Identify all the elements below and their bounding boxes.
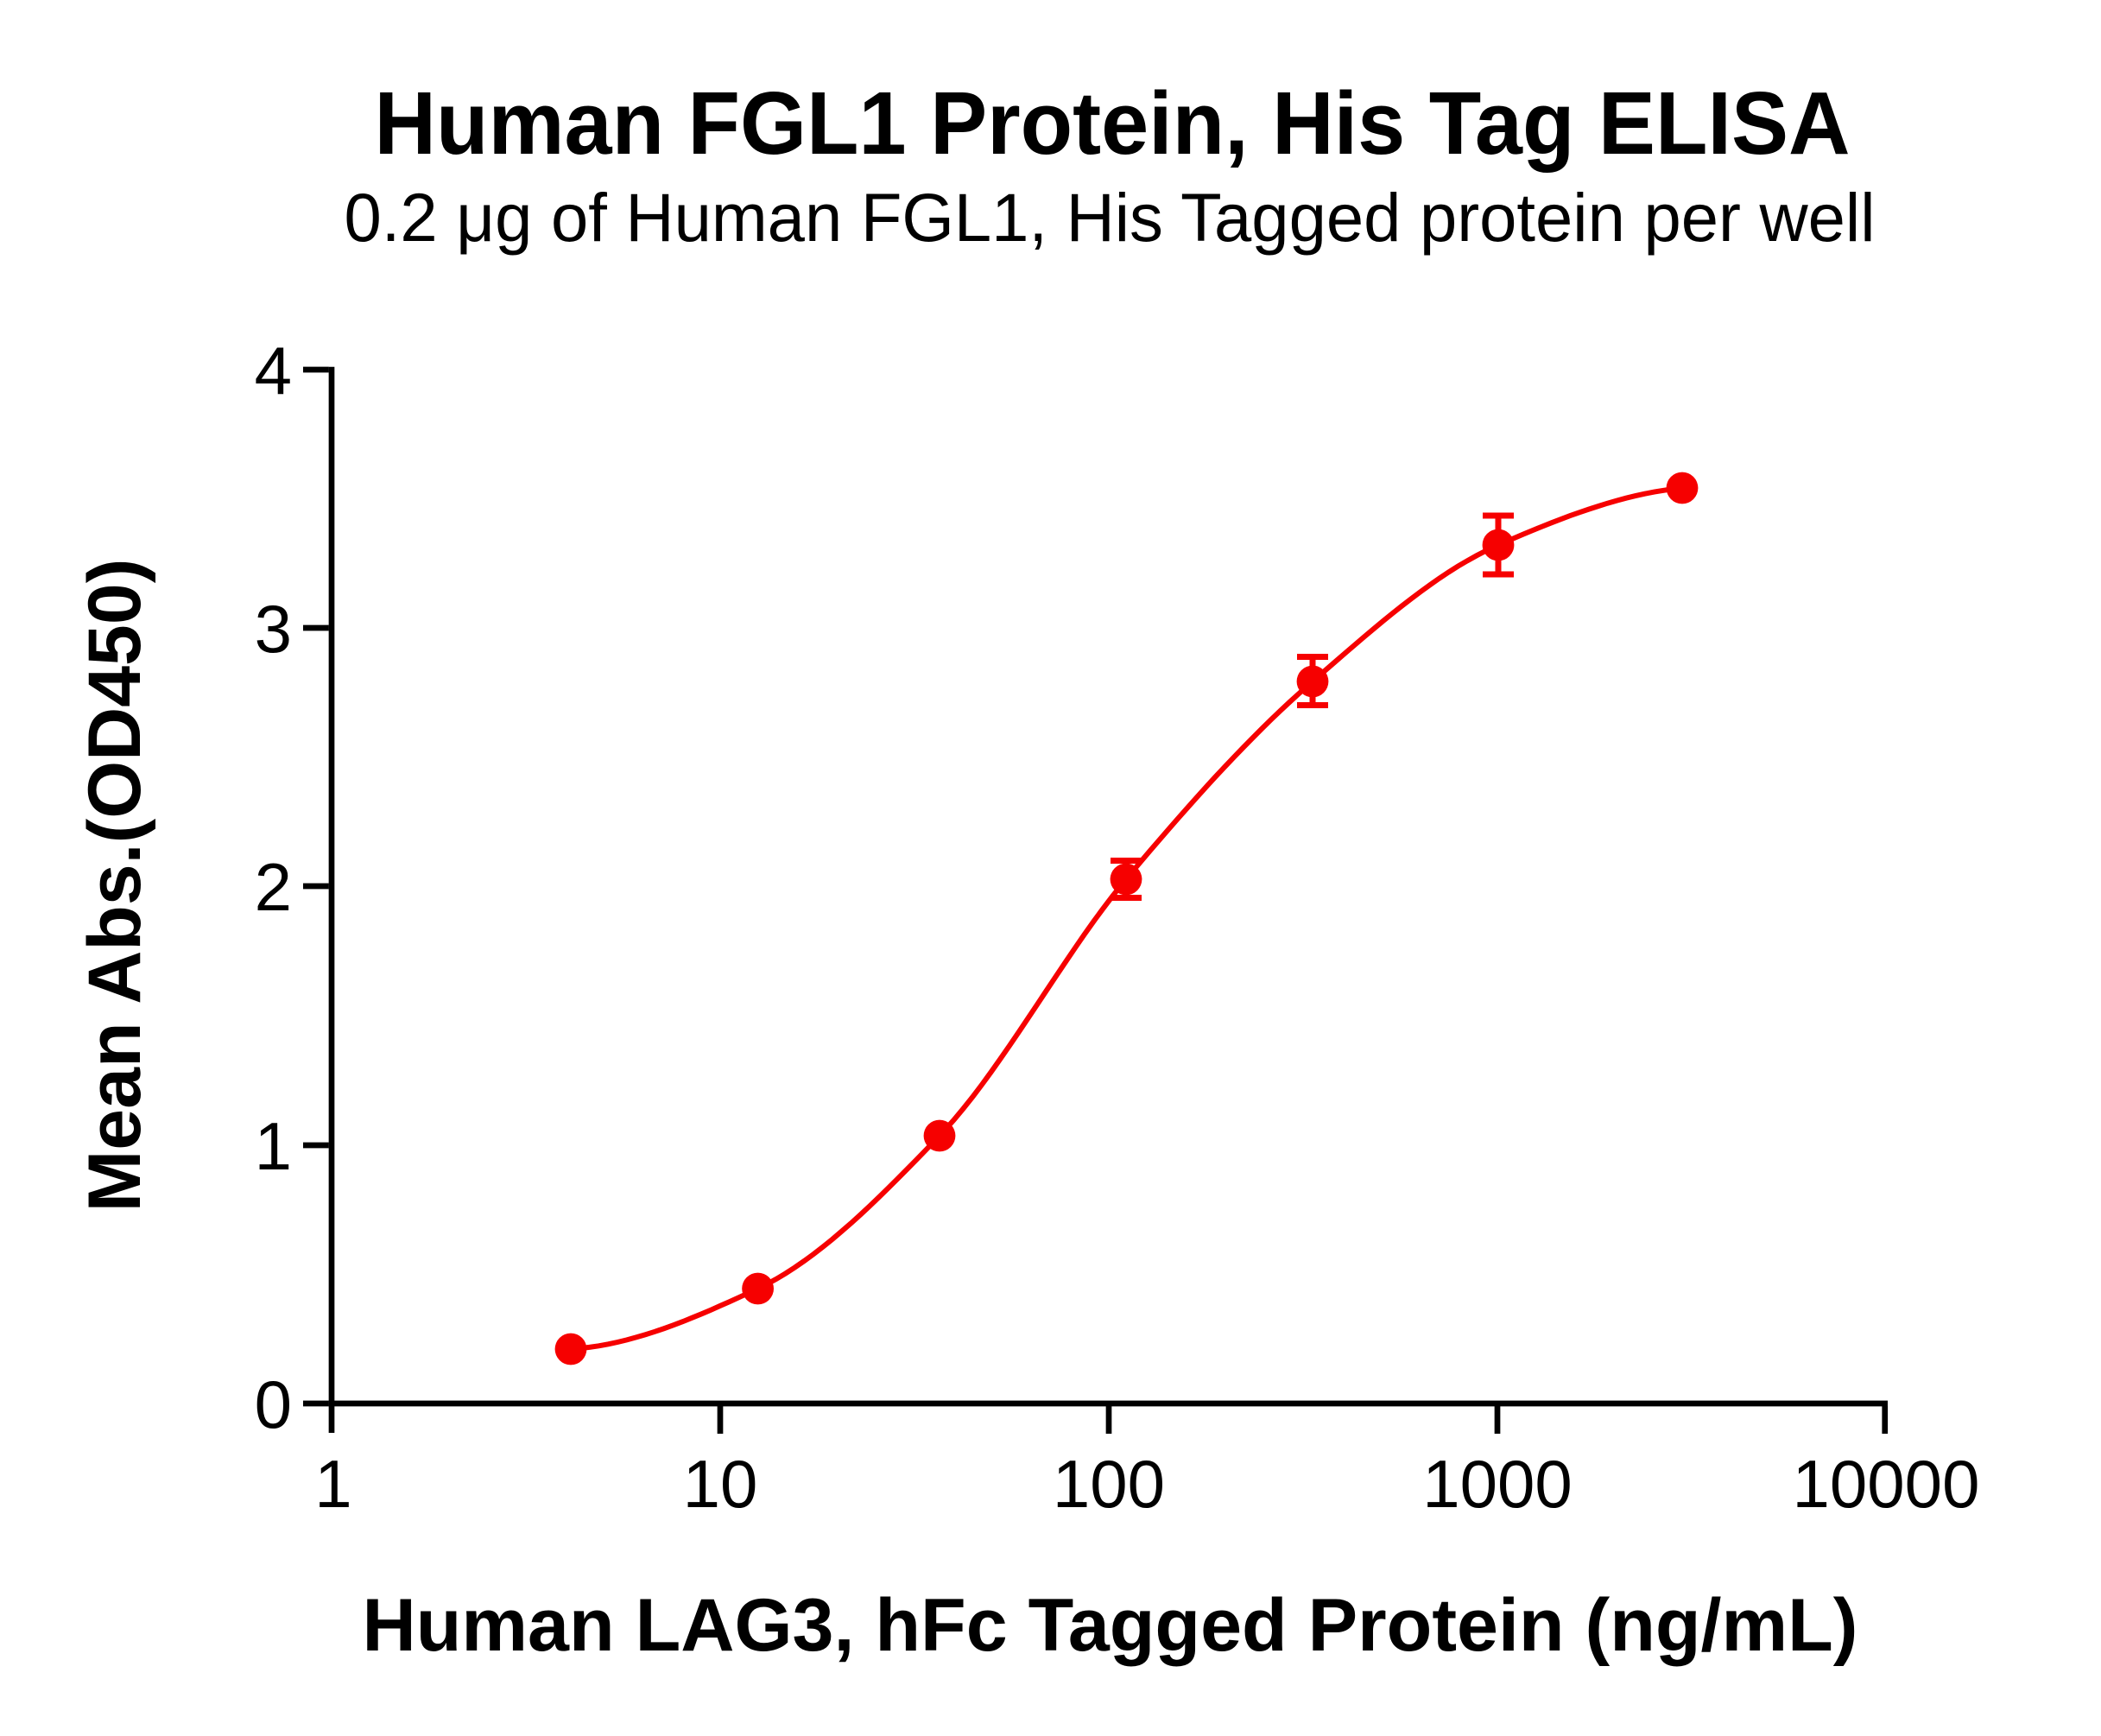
svg-text:100: 100 xyxy=(1053,1446,1165,1522)
svg-text:Mean Abs.(OD450): Mean Abs.(OD450) xyxy=(73,559,156,1213)
svg-text:4: 4 xyxy=(255,333,292,409)
svg-text:0: 0 xyxy=(255,1366,292,1442)
svg-text:3: 3 xyxy=(255,591,292,667)
svg-text:10: 10 xyxy=(683,1446,758,1522)
svg-text:1: 1 xyxy=(314,1446,351,1522)
svg-text:1000: 1000 xyxy=(1422,1446,1573,1522)
svg-text:1: 1 xyxy=(255,1108,292,1184)
svg-text:0.2 μg of Human FGL1, His Tagg: 0.2 μg of Human FGL1, His Tagged protein… xyxy=(345,179,1876,256)
svg-text:2: 2 xyxy=(255,849,292,925)
svg-text:Human FGL1 Protein, His Tag EL: Human FGL1 Protein, His Tag ELISA xyxy=(375,73,1851,173)
svg-text:Human LAG3, hFc Tagged Protein: Human LAG3, hFc Tagged Protein (ng/mL) xyxy=(363,1584,1858,1667)
svg-text:10000: 10000 xyxy=(1793,1446,1980,1522)
